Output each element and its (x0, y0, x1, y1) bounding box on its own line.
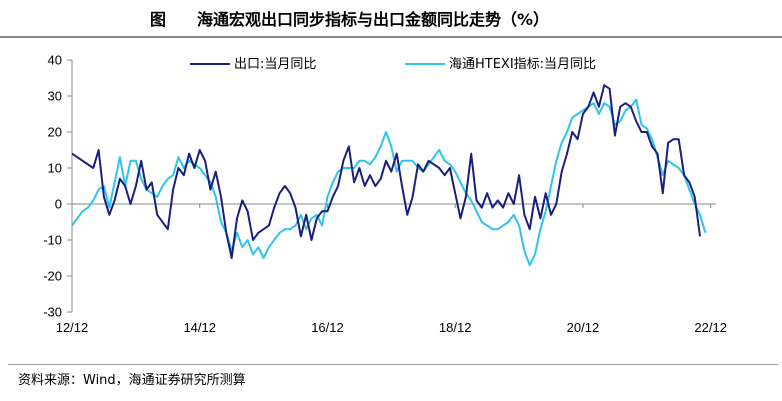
title-bar: 图 海通宏观出口同步指标与出口金额同比走势（%） (0, 0, 782, 38)
legend-label: 海通HTEXI指标:当月同比 (449, 57, 596, 72)
source-note: 资料来源：Wind，海通证券研究所测算 (18, 373, 246, 388)
y-tick-label: 20 (48, 125, 62, 140)
series-line-export (71, 84, 701, 259)
y-tick-label: 0 (55, 197, 62, 212)
y-tick-label: -20 (43, 269, 62, 284)
chart-title: 海通宏观出口同步指标与出口金额同比走势（%） (197, 10, 550, 29)
y-tick-label: -10 (43, 233, 62, 248)
x-tick-label: 20/12 (567, 320, 600, 335)
legend-label: 出口:当月同比 (234, 57, 316, 72)
y-tick-label: -30 (43, 305, 62, 320)
figure-label: 图 (150, 10, 167, 29)
x-tick-label: 14/12 (183, 320, 216, 335)
x-tick-label: 12/12 (56, 320, 89, 335)
y-tick-label: 40 (48, 53, 62, 68)
series-line-htexi (71, 98, 707, 267)
y-tick-label: 30 (48, 89, 62, 104)
x-tick-label: 16/12 (311, 320, 344, 335)
x-tick-label: 18/12 (439, 320, 472, 335)
source-footer: 资料来源：Wind，海通证券研究所测算 (8, 364, 778, 388)
y-tick-label: 10 (48, 161, 62, 176)
x-tick-label: 22/12 (694, 320, 727, 335)
